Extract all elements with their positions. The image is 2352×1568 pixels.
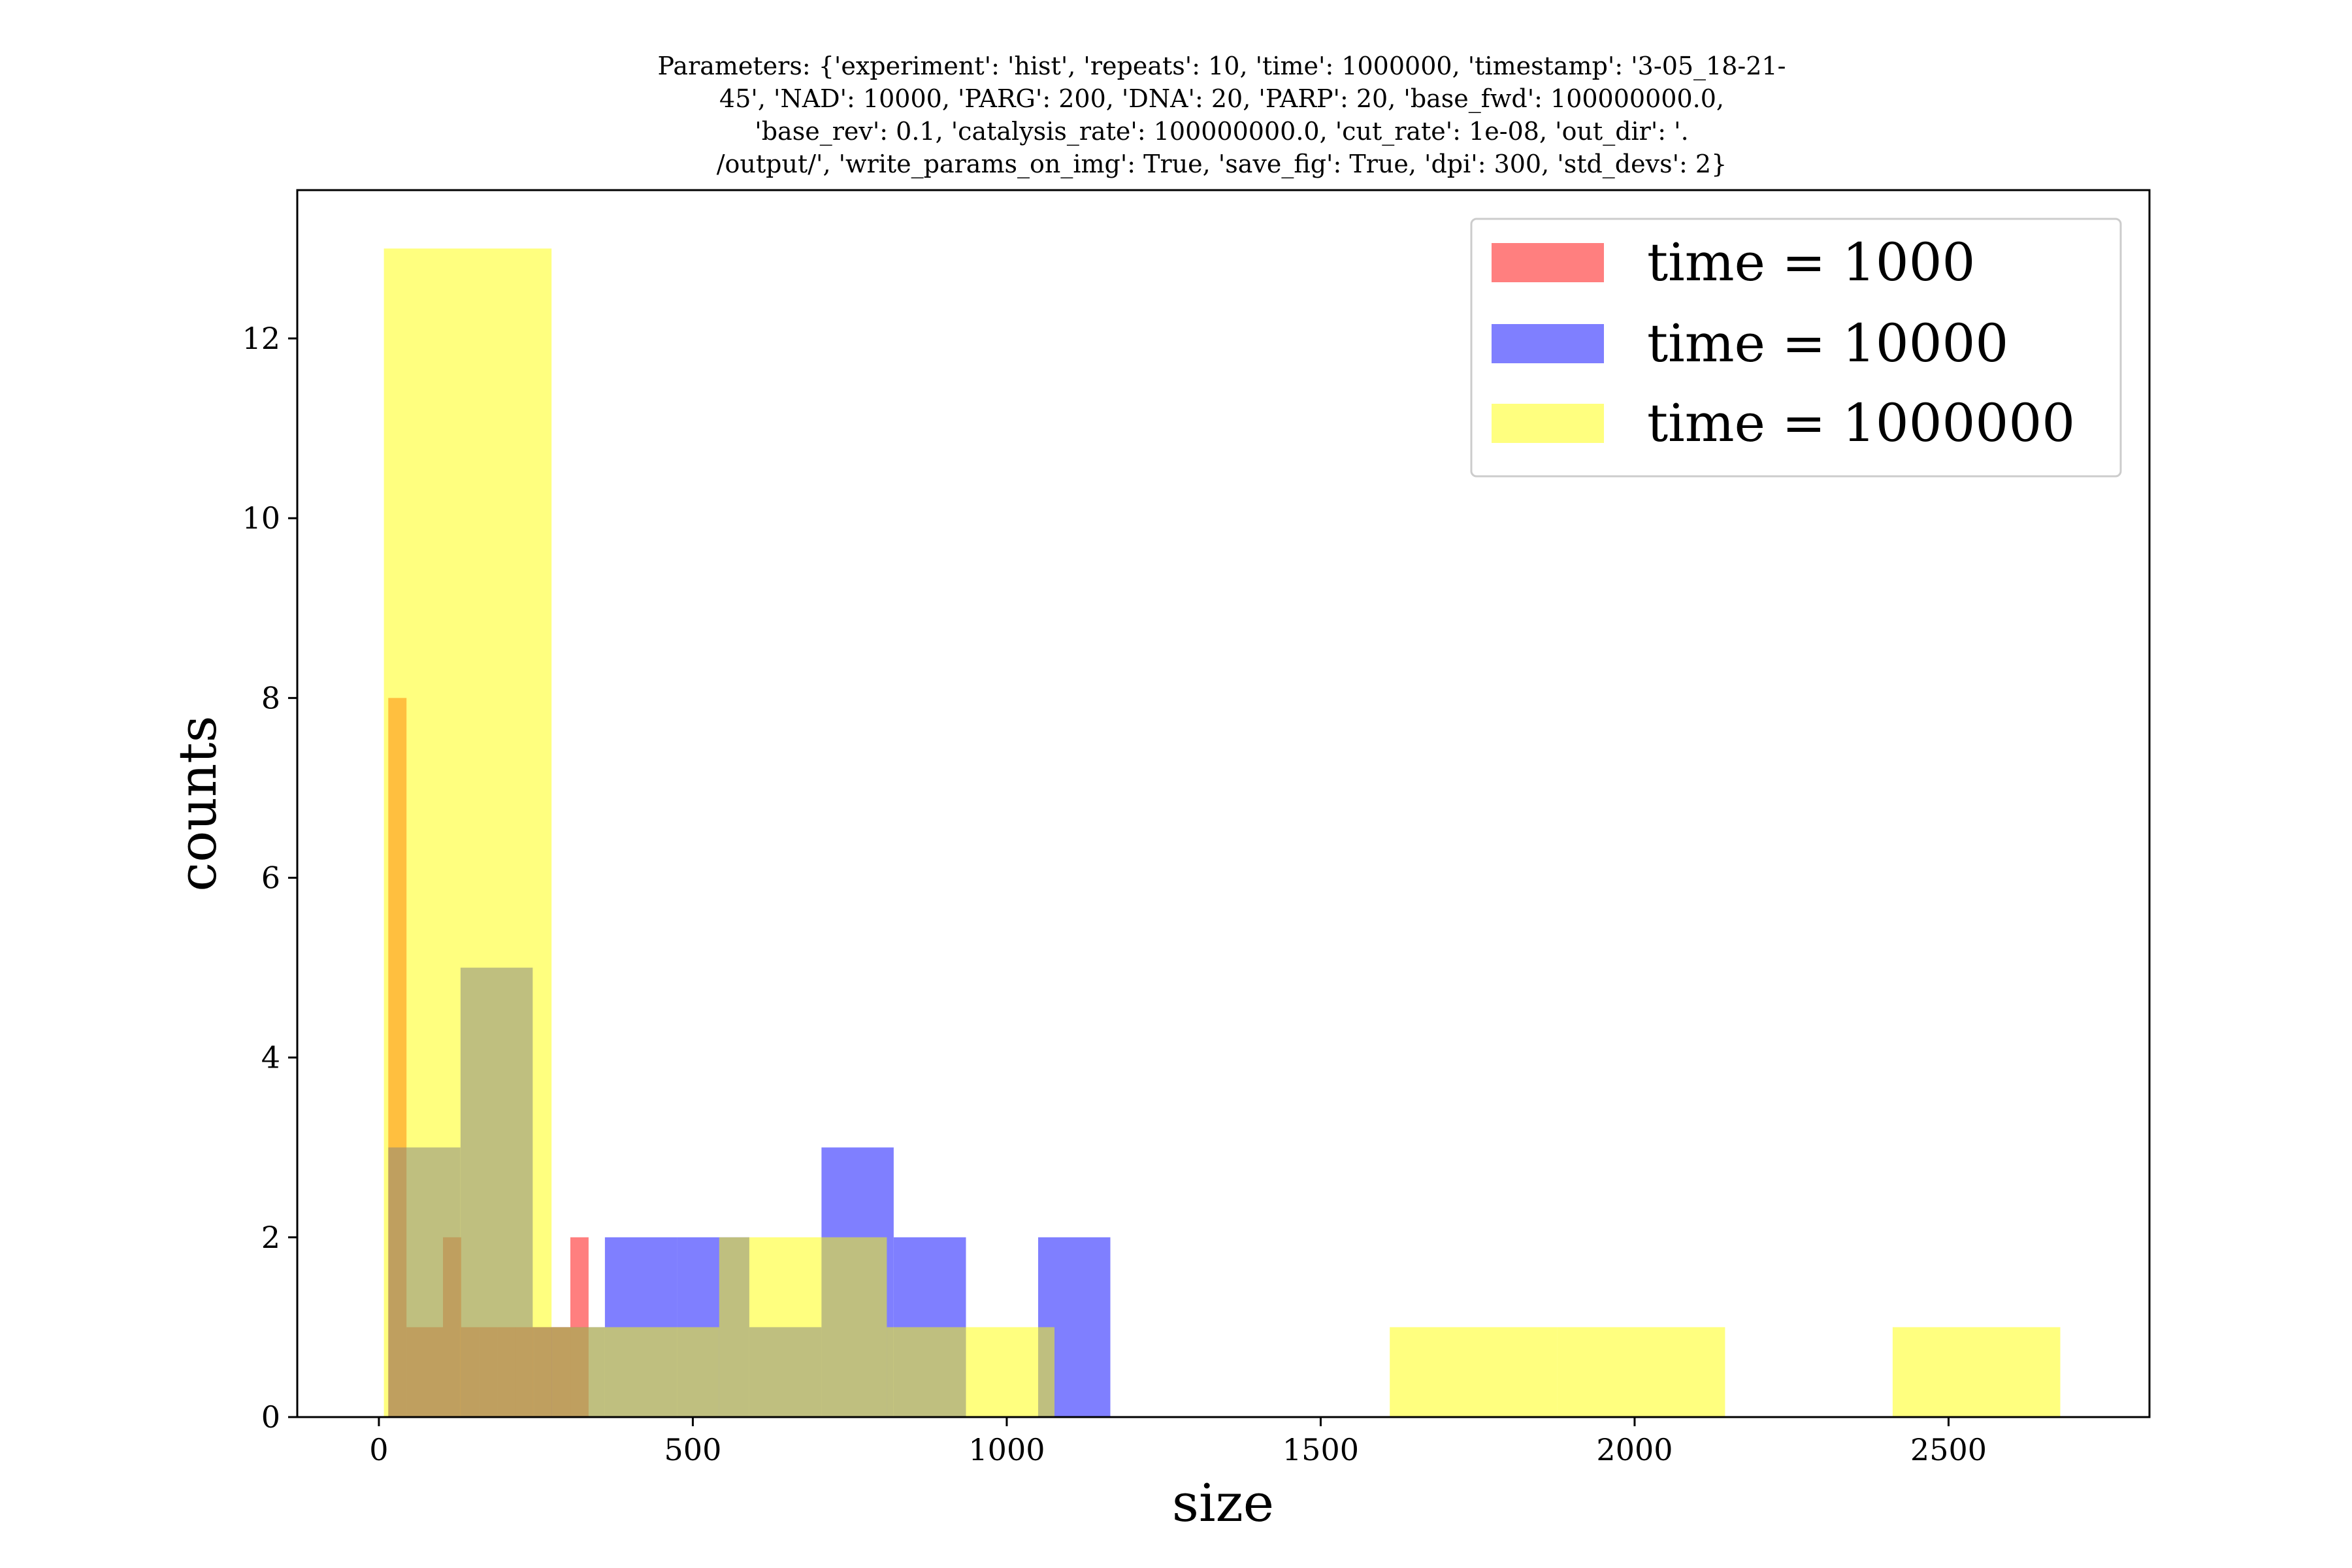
legend-swatch-time-1000000 bbox=[1492, 404, 1604, 443]
title-line-4: /output/', 'write_params_on_img': True, … bbox=[717, 150, 1727, 179]
histogram-bar-series-2-bin-3 bbox=[887, 1327, 1054, 1417]
legend-swatch-time-10000 bbox=[1492, 324, 1604, 363]
histogram-bar-series-2-bin-6 bbox=[1390, 1327, 1558, 1417]
x-axis-ticks: 0 500 1000 1500 2000 2500 bbox=[369, 1417, 1987, 1467]
x-tick-label: 1000 bbox=[968, 1432, 1045, 1467]
legend-label-time-10000: time = 10000 bbox=[1647, 313, 2008, 374]
title-line-2: 45', 'NAD': 10000, 'PARG': 200, 'DNA': 2… bbox=[719, 84, 1724, 114]
y-tick-label: 0 bbox=[261, 1399, 280, 1435]
y-tick-label: 10 bbox=[242, 500, 280, 536]
legend: time = 1000 time = 10000 time = 1000000 bbox=[1470, 218, 2122, 478]
y-tick-label: 6 bbox=[261, 860, 280, 896]
histogram-bars bbox=[384, 248, 2061, 1417]
x-tick-label: 2500 bbox=[1910, 1432, 1987, 1467]
chart-title: Parameters: {'experiment': 'hist', 'repe… bbox=[658, 52, 1786, 179]
x-tick-label: 0 bbox=[369, 1432, 388, 1467]
x-tick-label: 1500 bbox=[1282, 1432, 1359, 1467]
y-tick-label: 8 bbox=[261, 680, 280, 715]
x-tick-label: 2000 bbox=[1596, 1432, 1673, 1467]
y-tick-label: 2 bbox=[261, 1220, 280, 1255]
histogram-bar-series-2-bin-1 bbox=[551, 1327, 719, 1417]
legend-label-time-1000: time = 1000 bbox=[1647, 232, 1975, 293]
legend-frame bbox=[1470, 218, 2122, 478]
plot-frame bbox=[296, 189, 2151, 1418]
legend-label-time-1000000: time = 1000000 bbox=[1647, 393, 2075, 453]
y-axis-label: counts bbox=[167, 715, 228, 891]
legend-swatch-time-1000 bbox=[1492, 243, 1604, 282]
y-axis-ticks: 0 2 4 6 8 10 12 bbox=[242, 321, 297, 1435]
histogram-bar-series-2-bin-0 bbox=[384, 248, 552, 1417]
title-line-1: Parameters: {'experiment': 'hist', 'repe… bbox=[658, 52, 1786, 81]
x-axis-label: size bbox=[1172, 1473, 1274, 1533]
y-tick-label: 12 bbox=[242, 321, 280, 356]
histogram-bar-series-2-bin-7 bbox=[1557, 1327, 1725, 1417]
histogram-bar-series-2-bin-9 bbox=[1892, 1327, 2061, 1417]
histogram-bar-series-2-bin-2 bbox=[719, 1237, 887, 1417]
y-tick-label: 4 bbox=[261, 1040, 280, 1075]
x-tick-label: 500 bbox=[664, 1432, 722, 1467]
title-line-3: 'base_rev': 0.1, 'catalysis_rate': 10000… bbox=[755, 117, 1688, 146]
